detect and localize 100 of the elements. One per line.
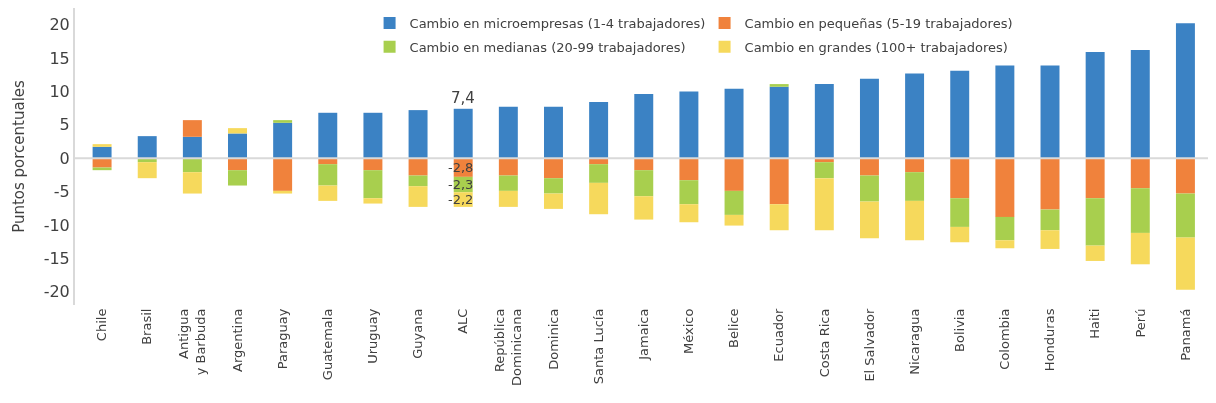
bar <box>498 158 518 176</box>
bar <box>859 175 879 202</box>
bar <box>92 144 112 147</box>
x-tick-label: Guatemala <box>320 308 336 381</box>
bar <box>408 175 428 187</box>
bar <box>724 158 744 191</box>
bar <box>905 200 925 241</box>
bar <box>137 162 157 179</box>
bar <box>1085 245 1105 261</box>
x-tick-label: ALC <box>455 308 471 334</box>
bar <box>589 164 609 183</box>
bar <box>544 178 563 194</box>
bar <box>498 175 518 191</box>
bar <box>1085 158 1105 199</box>
bar <box>408 186 428 207</box>
x-tick-label: Paraguay <box>274 308 290 370</box>
bar <box>228 158 247 171</box>
bar <box>1175 193 1195 238</box>
bar <box>859 78 879 159</box>
bar <box>1175 23 1195 159</box>
y-tick-label: -5 <box>53 182 70 202</box>
bar <box>318 112 338 159</box>
bar <box>589 102 609 159</box>
bar <box>273 190 293 194</box>
bar <box>273 120 293 123</box>
bar <box>724 88 744 159</box>
bar <box>228 133 247 159</box>
bar <box>679 204 699 223</box>
legend-label: Cambio en microempresas (1-4 trabajadores) <box>409 16 706 32</box>
bar <box>679 158 699 181</box>
bar <box>769 86 789 159</box>
x-tick-label: Costa Rica <box>816 308 832 378</box>
x-tick-label: Uruguay <box>365 308 381 364</box>
x-tick-label: Chile <box>94 308 110 342</box>
bar <box>634 196 654 220</box>
bar <box>498 106 518 159</box>
bar <box>634 158 654 171</box>
x-tick-label: Haiti <box>1087 308 1103 339</box>
bar <box>1085 198 1105 246</box>
bar <box>1040 230 1060 249</box>
bar <box>1040 209 1060 231</box>
y-tick-label: 5 <box>59 115 70 135</box>
y-tick-label: 15 <box>49 48 70 68</box>
bar <box>905 73 925 159</box>
y-tick-label: -15 <box>43 248 70 268</box>
bar <box>724 214 744 226</box>
bar <box>724 190 744 215</box>
bar <box>408 110 428 159</box>
x-tick-label: Perú <box>1132 308 1148 338</box>
x-tick-label: Bolivia <box>951 308 967 352</box>
legend-label: Cambio en medianas (20-99 trabajadores) <box>409 39 686 55</box>
x-tick-label: Jamaica <box>635 308 651 361</box>
x-tick-label: Brasil <box>139 308 155 345</box>
bar <box>1130 158 1150 189</box>
legend-label: Cambio en pequeñas (5-19 trabajadores) <box>744 16 1013 32</box>
bar <box>905 172 925 201</box>
bar <box>408 158 428 176</box>
x-tick-label: Colombia <box>997 308 1013 370</box>
bar <box>905 158 925 173</box>
bar <box>814 178 834 231</box>
bar <box>769 204 789 231</box>
x-tick-label: Ecuador <box>771 307 787 362</box>
y-tick-label: -10 <box>43 215 70 235</box>
bar <box>318 185 338 201</box>
bar <box>814 84 834 159</box>
bar <box>634 170 654 197</box>
bar <box>137 136 157 159</box>
y-tick-label: 10 <box>49 82 70 102</box>
bar <box>182 136 202 159</box>
bar <box>182 158 202 173</box>
bar <box>859 158 879 176</box>
x-tick-label: México <box>681 308 697 355</box>
bar <box>769 158 789 205</box>
bar <box>995 65 1015 159</box>
bar <box>1130 232 1150 265</box>
bar <box>544 158 563 179</box>
bar <box>950 70 970 159</box>
y-axis-title: Puntos porcentuales <box>10 79 29 233</box>
bar <box>273 122 293 159</box>
bar <box>363 158 383 171</box>
bar <box>1130 188 1150 233</box>
x-tick-label: Guyana <box>410 308 426 359</box>
bar <box>1175 237 1195 290</box>
y-tick-label: -20 <box>43 282 70 302</box>
bar <box>273 158 293 191</box>
bar <box>634 94 654 159</box>
bar <box>814 162 834 179</box>
bar <box>1085 52 1105 159</box>
x-tick-label: El Salvador <box>861 307 877 382</box>
bar <box>498 190 518 207</box>
bar <box>182 120 202 137</box>
bar <box>318 164 338 186</box>
x-tick-label: Dominica <box>545 308 561 370</box>
bar <box>1040 65 1060 159</box>
bar <box>228 170 247 186</box>
bar <box>859 201 879 239</box>
bar <box>453 108 473 159</box>
y-tick-label: 0 <box>59 148 70 168</box>
x-tick-label: República Dominicana <box>492 308 525 387</box>
bar <box>363 112 383 159</box>
